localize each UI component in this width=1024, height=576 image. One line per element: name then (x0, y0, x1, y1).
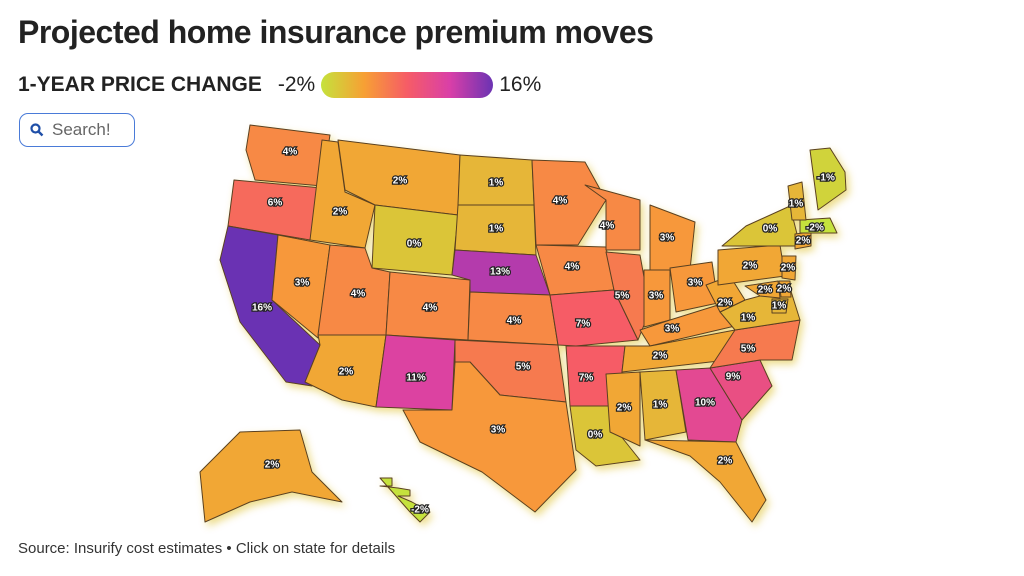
legend-gradient (321, 72, 494, 98)
state-value-label: 4% (553, 196, 568, 207)
state[interactable] (787, 181, 807, 221)
state-value-label: 3% (665, 324, 680, 335)
state-value-label: 7% (579, 373, 594, 384)
state[interactable] (771, 298, 789, 314)
state[interactable] (744, 280, 781, 299)
state-value-label: 2% (718, 298, 733, 309)
state[interactable] (644, 439, 767, 523)
legend-title: 1-YEAR PRICE CHANGE (18, 73, 262, 96)
state-value-label: 11% (406, 373, 426, 384)
state-value-label: 2% (653, 351, 668, 362)
state-value-label: 5% (741, 344, 756, 355)
state-value-label: 16% (252, 303, 272, 314)
state-value-label: 4% (283, 147, 298, 158)
state[interactable] (549, 289, 639, 347)
state-value-label: 10% (695, 398, 715, 409)
state-value-label: 4% (507, 316, 522, 327)
state-value-label: 2% (758, 285, 773, 296)
state-value-label: 1% (489, 178, 504, 189)
title: Projected home insurance premium moves (18, 14, 654, 50)
state-value-label: 2% (333, 207, 348, 218)
state-value-label: 4% (351, 289, 366, 300)
state-value-label: 6% (268, 198, 283, 209)
state[interactable] (584, 184, 641, 251)
state-value-label: 2% (265, 460, 280, 471)
state[interactable] (778, 280, 792, 298)
state-value-label: 1% (653, 400, 668, 411)
state[interactable] (245, 124, 331, 187)
state-value-label: 2% (777, 284, 792, 295)
state[interactable] (799, 217, 838, 234)
state[interactable] (379, 477, 431, 523)
legend-min: -2% (277, 73, 316, 96)
legend: 1-YEAR PRICE CHANGE -2% 16% (18, 72, 541, 98)
state[interactable] (271, 234, 331, 339)
state[interactable] (675, 367, 743, 443)
state-value-label: 1% (489, 224, 504, 235)
state-value-label: 0% (763, 224, 778, 235)
state[interactable] (639, 369, 687, 441)
search-icon (30, 123, 44, 137)
state-value-label: 1% (789, 199, 804, 210)
state-value-label: 2% (796, 236, 811, 247)
state-value-label: 2% (718, 456, 733, 467)
state-value-label: 5% (516, 362, 531, 373)
state-value-label: 3% (649, 291, 664, 302)
state-value-label: 2% (393, 176, 408, 187)
state-value-label: 0% (588, 430, 603, 441)
state-value-label: 1% (772, 301, 787, 312)
state-value-label: -1% (817, 173, 835, 184)
state-value-label: 4% (423, 303, 438, 314)
state-value-label: 4% (600, 221, 615, 232)
states (199, 124, 847, 523)
state-value-label: 5% (615, 291, 630, 302)
state-value-label: -2% (411, 505, 429, 516)
state-value-label: 2% (339, 367, 354, 378)
search-placeholder: Search! (52, 120, 111, 139)
state-value-label: 9% (726, 372, 741, 383)
state-value-label: 3% (660, 233, 675, 244)
legend-max: 16% (499, 73, 542, 96)
search-box[interactable]: Search! (19, 113, 135, 147)
state-value-label: 13% (490, 267, 510, 278)
source: Source: Insurify cost estimates • Click … (18, 540, 396, 557)
state-value-label: 3% (295, 278, 310, 289)
state-value-label: 2% (743, 261, 758, 272)
state[interactable] (531, 159, 607, 246)
state-value-label: 3% (688, 278, 703, 289)
state-value-label: 2% (617, 403, 632, 414)
state[interactable] (721, 205, 801, 247)
state[interactable] (605, 371, 641, 447)
state-value-label: 3% (491, 425, 506, 436)
state-value-label: 0% (407, 239, 422, 250)
state-value-label: 2% (781, 263, 796, 274)
state[interactable] (809, 147, 847, 211)
labels: 4% 6% 16% 3% 2% 2% 0% 4% 2% 4% 11% 1% 1% 13% 4% 5% 3% 4% 4… (251, 145, 837, 517)
state[interactable] (199, 429, 343, 523)
state-value-label: 4% (565, 262, 580, 273)
state-value-label: 1% (741, 313, 756, 324)
state-value-label: -2% (806, 223, 824, 234)
state[interactable] (402, 361, 577, 513)
state[interactable] (781, 255, 797, 281)
state-value-label: 7% (576, 319, 591, 330)
